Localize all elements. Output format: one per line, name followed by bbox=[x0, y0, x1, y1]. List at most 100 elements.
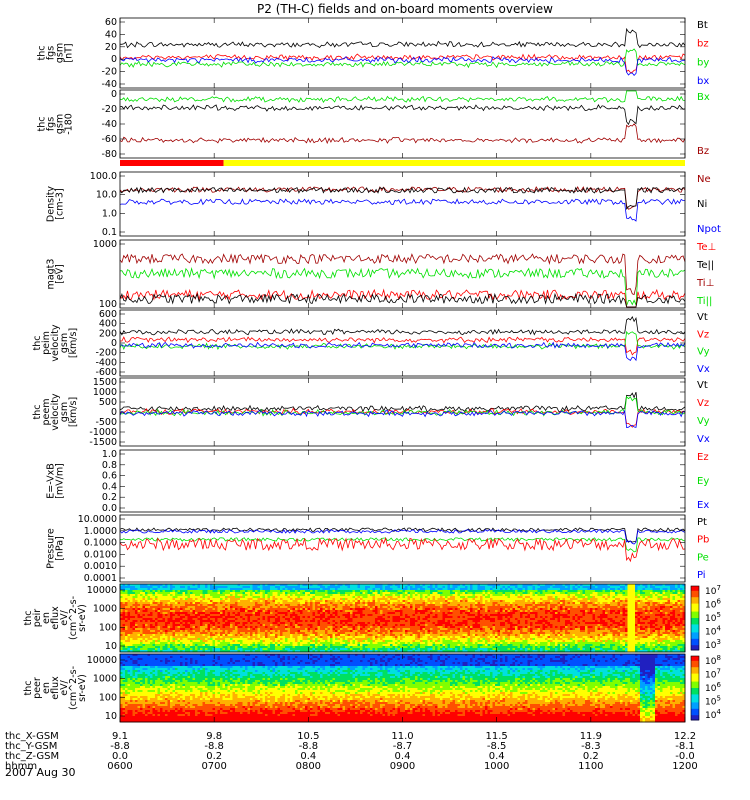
spectrogram-cell bbox=[490, 600, 493, 603]
legend-pi: Pi bbox=[697, 570, 706, 581]
spectrogram-cell bbox=[652, 586, 656, 589]
spectrogram-cell bbox=[520, 590, 523, 593]
spectrogram-cell bbox=[655, 592, 658, 595]
spectrogram-cell bbox=[620, 594, 623, 597]
spectrogram-cell bbox=[132, 584, 136, 587]
spectrogram-cell bbox=[407, 602, 411, 605]
spectrogram-cell bbox=[467, 586, 471, 589]
spectrogram-cell bbox=[125, 604, 128, 607]
spectrogram-cell bbox=[642, 600, 646, 603]
spectrogram-cell bbox=[507, 594, 511, 597]
spectrogram-cell bbox=[420, 594, 423, 597]
spectrogram-cell bbox=[137, 590, 141, 593]
spectrogram-cell bbox=[540, 592, 543, 595]
spectrogram-cell bbox=[512, 584, 516, 587]
spectrogram-cell bbox=[412, 604, 416, 607]
spectrogram-cell bbox=[527, 592, 531, 595]
spectrogram-cell bbox=[277, 584, 281, 587]
spectrogram-cell bbox=[632, 600, 636, 603]
spectrogram-cell bbox=[605, 598, 608, 601]
spectrogram-cell bbox=[382, 598, 386, 601]
spectrogram-cell bbox=[345, 602, 348, 605]
spectrogram-cell bbox=[522, 610, 526, 613]
spectrogram-cell bbox=[405, 592, 408, 595]
spectrogram-cell bbox=[240, 604, 243, 607]
spectrogram-cell bbox=[575, 592, 578, 595]
spectrogram-cell bbox=[347, 602, 351, 605]
spectrogram-cell bbox=[210, 610, 213, 613]
spectrogram-cell bbox=[602, 594, 606, 597]
spectrogram-cell bbox=[245, 596, 248, 599]
spectrogram-cell bbox=[547, 586, 551, 589]
spectrogram-cell bbox=[597, 590, 601, 593]
spectrogram-cell bbox=[175, 610, 178, 613]
spectrogram-cell bbox=[220, 600, 223, 603]
spectrogram-cell bbox=[667, 606, 671, 609]
spectrogram-cell bbox=[295, 606, 298, 609]
spectrogram-cell bbox=[160, 612, 163, 615]
spectrogram-cell bbox=[310, 604, 313, 607]
spectrogram-cell bbox=[302, 602, 306, 605]
spectrogram-cell bbox=[355, 594, 358, 597]
y-tick-label: 1500 bbox=[93, 377, 117, 388]
spectrogram-cell bbox=[622, 610, 626, 613]
spectrogram-cell bbox=[157, 590, 161, 593]
spectrogram-cell bbox=[337, 592, 341, 595]
spectrogram-cell bbox=[597, 598, 601, 601]
spectrogram-cell bbox=[362, 586, 366, 589]
spectrogram-cell bbox=[155, 606, 158, 609]
spectrogram-cell bbox=[287, 590, 291, 593]
spectrogram-cell bbox=[287, 584, 291, 587]
spectrogram-cell bbox=[400, 596, 403, 599]
spectrogram-cell bbox=[520, 584, 523, 587]
spectrogram-cell bbox=[210, 608, 213, 611]
spectrogram-cell bbox=[230, 608, 233, 611]
spectrogram-cell bbox=[165, 596, 168, 599]
spectrogram-cell bbox=[385, 610, 388, 613]
spectrogram-cell bbox=[407, 598, 411, 601]
spectrogram-cell bbox=[605, 594, 608, 597]
spectrogram-cell bbox=[515, 598, 518, 601]
spectrogram-cell bbox=[165, 590, 168, 593]
spectrogram-cell bbox=[205, 606, 208, 609]
spectrogram-cell bbox=[422, 600, 426, 603]
spectrogram-cell bbox=[152, 586, 156, 589]
spectrogram-cell bbox=[422, 598, 426, 601]
spectrogram-cell bbox=[587, 588, 591, 591]
spectrogram-cell bbox=[420, 598, 423, 601]
y-axis-label: [nPa] bbox=[55, 536, 66, 561]
spectrogram-cell bbox=[367, 602, 371, 605]
spectrogram-cell bbox=[180, 584, 183, 587]
spectrogram-cell bbox=[290, 598, 293, 601]
spectrogram-cell bbox=[282, 588, 286, 591]
spectrogram-cell bbox=[432, 586, 436, 589]
spectrogram-cell bbox=[430, 590, 433, 593]
spectrogram-cell bbox=[157, 596, 161, 599]
spectrogram-cell bbox=[150, 604, 153, 607]
y-tick-label: -40 bbox=[101, 119, 117, 130]
spectrogram-cell bbox=[280, 588, 283, 591]
y-tick-label: 0 bbox=[111, 89, 117, 100]
spectrogram-cell bbox=[512, 602, 516, 605]
spectrogram-cell bbox=[250, 588, 253, 591]
y-tick-label: 100.0 bbox=[90, 171, 117, 182]
spectrogram-cell bbox=[300, 592, 303, 595]
spectrogram-cell bbox=[225, 598, 228, 601]
spectrogram-cell bbox=[210, 602, 213, 605]
spectrogram-cell bbox=[307, 590, 311, 593]
spectrogram-cell bbox=[230, 598, 233, 601]
legend-vt: Vt bbox=[697, 312, 708, 323]
spectrogram-cell bbox=[167, 590, 171, 593]
spectrogram-cell bbox=[160, 610, 163, 613]
spectrogram-cell bbox=[150, 586, 153, 589]
spectrogram-cell bbox=[147, 596, 151, 599]
spectrogram-cell bbox=[265, 588, 268, 591]
spectrogram-cell bbox=[257, 594, 261, 597]
spectrogram-cell bbox=[672, 584, 676, 587]
spectrogram-cell bbox=[197, 612, 201, 615]
spectrogram-cell bbox=[232, 610, 236, 613]
spectrogram-cell bbox=[432, 610, 436, 613]
spectrogram-cell bbox=[160, 600, 163, 603]
spectrogram-cell bbox=[132, 588, 136, 591]
spectrogram-cell bbox=[547, 606, 551, 609]
